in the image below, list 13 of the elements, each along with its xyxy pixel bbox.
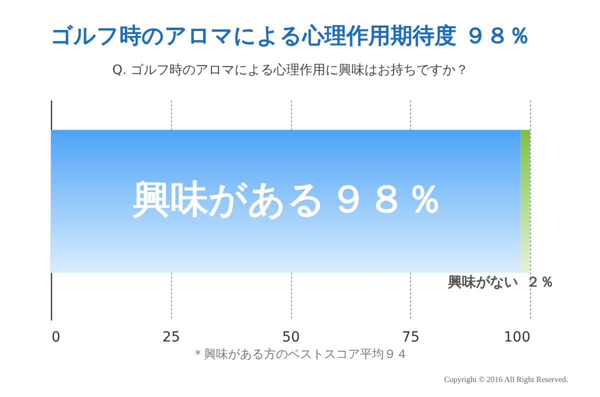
x-tick-label: 50 (282, 330, 300, 346)
chart-title: ゴルフ時のアロマによる心理作用期待度 ９８％ (50, 23, 530, 49)
chart-subtitle: Q. ゴルフ時のアロマによる心理作用に興味はお持ちですか？ (112, 62, 469, 78)
series-label: 興味がない (447, 274, 518, 291)
data-label: ９８％ (330, 177, 444, 222)
x-tick-label: 100 (504, 330, 530, 346)
x-tick-label: 25 (162, 330, 180, 346)
series-label: 興味がある (132, 177, 326, 222)
data-label: ２％ (526, 274, 554, 291)
x-tick-label: 75 (402, 330, 420, 346)
x-tick-label: 0 (52, 330, 60, 346)
text: Copyright © 2016 All Right Reserved. (444, 375, 568, 384)
text: ＊興味がある方のベストスコア平均９４ (191, 346, 409, 363)
